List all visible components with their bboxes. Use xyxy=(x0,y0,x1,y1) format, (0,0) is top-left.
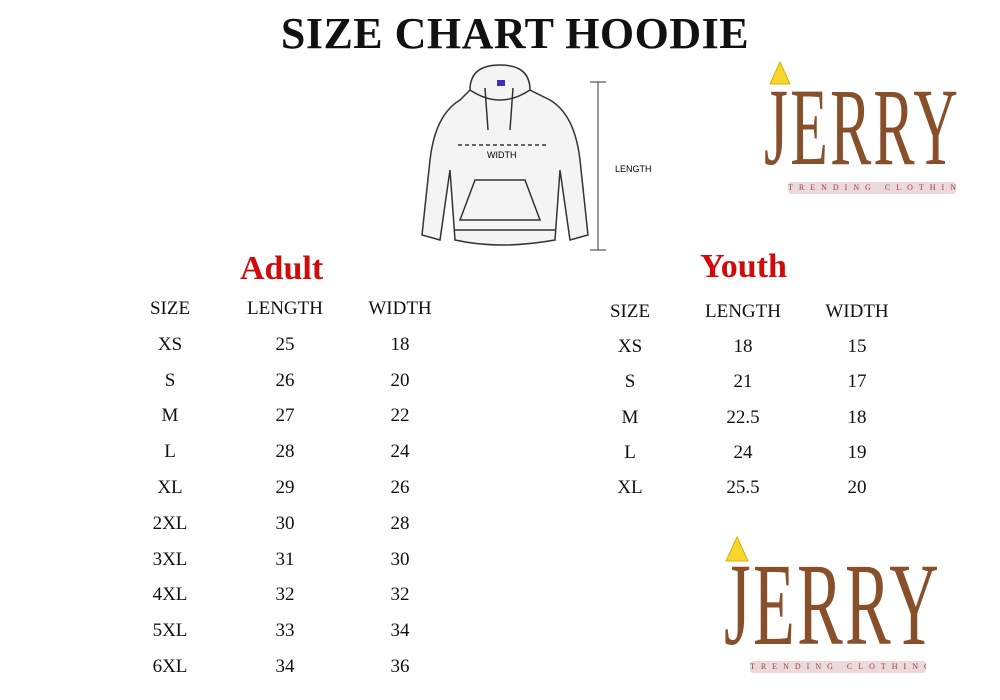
table-cell: XS xyxy=(157,333,183,355)
column-header: SIZE xyxy=(149,298,191,319)
table-cell: 25 xyxy=(275,333,295,355)
logo-wordmark: JERRY xyxy=(764,66,961,188)
table-cell: 36 xyxy=(390,656,410,677)
logo-wordmark: JERRY xyxy=(724,539,941,670)
table-cell: 34 xyxy=(390,620,410,642)
table-cell: M xyxy=(621,406,639,428)
table-cell: 15 xyxy=(847,336,867,358)
table-cell: 21 xyxy=(733,371,753,393)
column-header: LENGTH xyxy=(247,298,323,319)
table-cell: M xyxy=(161,405,179,427)
logo-tagline: TRENDING CLOTHING xyxy=(750,661,926,673)
table-cell: 24 xyxy=(390,441,410,463)
jerry-logo-bottom: JERRY TRENDING CLOTHING xyxy=(720,535,960,685)
table-cell: 2XL xyxy=(152,512,188,534)
table-cell: XL xyxy=(157,477,183,498)
width-label: WIDTH xyxy=(487,150,517,160)
table-cell: 30 xyxy=(275,512,295,534)
table-cell: 32 xyxy=(390,584,410,606)
column-header: SIZE xyxy=(609,301,651,322)
table-cell: 18 xyxy=(390,333,410,355)
table-cell: 25.5 xyxy=(726,477,760,498)
table-cell: 6XL xyxy=(152,656,188,677)
table-cell: 18 xyxy=(847,406,867,428)
table-cell: 31 xyxy=(275,548,295,570)
table-cell: 30 xyxy=(390,548,410,570)
table-cell: 27 xyxy=(275,405,295,427)
youth-heading: Youth xyxy=(700,248,787,285)
column-header: LENGTH xyxy=(705,301,781,322)
table-cell: 5XL xyxy=(152,620,188,642)
table-cell: L xyxy=(164,441,176,463)
table-cell: XS xyxy=(617,336,643,358)
table-cell: 3XL xyxy=(152,548,188,570)
length-label: LENGTH xyxy=(615,164,652,174)
column-header: WIDTH xyxy=(825,301,889,322)
table-cell: 18 xyxy=(733,336,753,358)
cheese-mascot-icon xyxy=(769,60,791,85)
column-header: WIDTH xyxy=(368,298,432,319)
table-cell: 22.5 xyxy=(726,406,760,428)
table-cell: 26 xyxy=(275,369,295,391)
table-cell: 4XL xyxy=(152,584,188,606)
cheese-mascot-icon xyxy=(725,535,749,562)
logo-tagline: TRENDING CLOTHING xyxy=(788,182,956,194)
table-cell: 32 xyxy=(275,584,295,606)
jerry-logo-top: JERRY TRENDING CLOTHING xyxy=(760,60,980,200)
table-cell: XL xyxy=(617,477,643,498)
table-cell: S xyxy=(624,371,636,393)
table-cell: 20 xyxy=(847,477,867,498)
table-cell: 19 xyxy=(847,441,867,463)
table-cell: 28 xyxy=(390,512,410,534)
table-cell: L xyxy=(624,441,636,463)
table-cell: 17 xyxy=(847,371,867,393)
table-cell: 24 xyxy=(733,441,753,463)
table-cell: 33 xyxy=(275,620,295,642)
adult-heading: Adult xyxy=(240,250,324,287)
table-cell: 29 xyxy=(275,477,295,498)
table-cell: 26 xyxy=(390,477,410,498)
table-cell: 28 xyxy=(275,441,295,463)
table-cell: 22 xyxy=(390,405,410,427)
hoodie-diagram: WIDTH LENGTH xyxy=(421,64,652,251)
table-cell: 34 xyxy=(275,656,295,677)
table-cell: 20 xyxy=(390,369,410,391)
table-cell: S xyxy=(164,369,176,391)
page-title: SIZE CHART HOODIE xyxy=(280,9,750,58)
